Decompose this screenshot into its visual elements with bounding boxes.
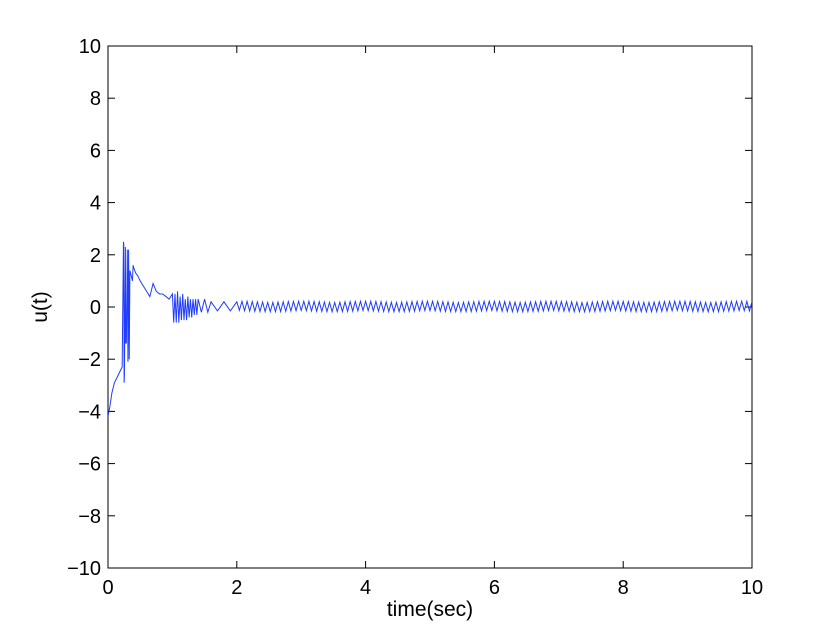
y-tick-label: −8 [78,506,101,528]
axis-ticks [107,45,753,569]
x-tick-label: 4 [360,577,371,599]
y-tick-label: 10 [79,36,101,58]
y-tick-label: −4 [78,401,101,423]
y-tick-label: −10 [67,558,101,580]
y-tick-label: −2 [78,349,101,371]
x-axis-label: time(sec) [387,598,473,621]
y-axis-label: u(t) [29,291,52,323]
y-tick-label: 6 [90,140,101,162]
x-tick-label: 6 [489,577,500,599]
x-tick-label: 0 [102,577,113,599]
x-tick-label: 10 [741,577,763,599]
x-tick-label: 8 [618,577,629,599]
axis-tick-labels: 0 2 4 6 8 10 −10 −8 −6 −4 −2 0 2 4 6 8 10 [67,36,763,599]
y-tick-label: 4 [90,193,101,215]
y-tick-label: 0 [90,297,101,319]
x-tick-label: 2 [231,577,242,599]
y-tick-label: −6 [78,454,101,476]
series-line [108,241,752,417]
y-tick-label: 8 [90,88,101,110]
y-tick-label: 2 [90,245,101,267]
